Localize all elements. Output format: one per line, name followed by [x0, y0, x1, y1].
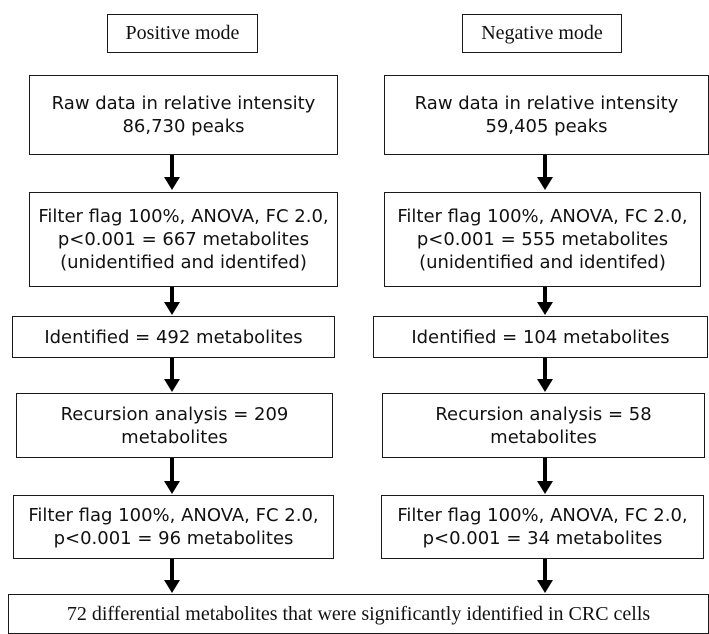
negative-filter1-box: Filter flag 100%, ANOVA, FC 2.0, p<0.001…: [384, 192, 701, 287]
arrow-down-icon: [164, 358, 180, 392]
negative-raw-data-box: Raw data in relative intensity 59,405 pe…: [384, 75, 709, 155]
result-box: 72 differential metabolites that were si…: [8, 594, 709, 634]
positive-filter2-box: Filter flag 100%, ANOVA, FC 2.0, p<0.001…: [13, 495, 334, 559]
arrow-down-icon: [537, 358, 553, 392]
positive-recursion-box: Recursion analysis = 209 metabolites: [16, 393, 333, 458]
positive-filter1-box: Filter flag 100%, ANOVA, FC 2.0, p<0.001…: [29, 192, 338, 287]
positive-mode-label: Positive mode: [107, 14, 258, 53]
arrow-down-icon: [164, 559, 180, 593]
positive-identified-box: Identified = 492 metabolites: [12, 316, 335, 358]
arrow-down-icon: [537, 458, 553, 494]
negative-mode-label: Negative mode: [462, 14, 622, 53]
positive-raw-line2: 86,730 peaks: [122, 116, 245, 137]
negative-recursion-box: Recursion analysis = 58 metabolites: [382, 393, 705, 458]
arrow-down-icon: [164, 287, 180, 315]
negative-filter2-box: Filter flag 100%, ANOVA, FC 2.0, p<0.001…: [381, 495, 704, 559]
arrow-down-icon: [537, 287, 553, 315]
arrow-down-icon: [537, 559, 553, 593]
positive-raw-data-box: Raw data in relative intensity 86,730 pe…: [29, 75, 338, 155]
positive-raw-line1: Raw data in relative intensity: [51, 93, 316, 114]
negative-identified-box: Identified = 104 metabolites: [373, 316, 708, 358]
arrow-down-icon: [164, 155, 180, 190]
arrow-down-icon: [164, 458, 180, 494]
arrow-down-icon: [537, 155, 553, 190]
